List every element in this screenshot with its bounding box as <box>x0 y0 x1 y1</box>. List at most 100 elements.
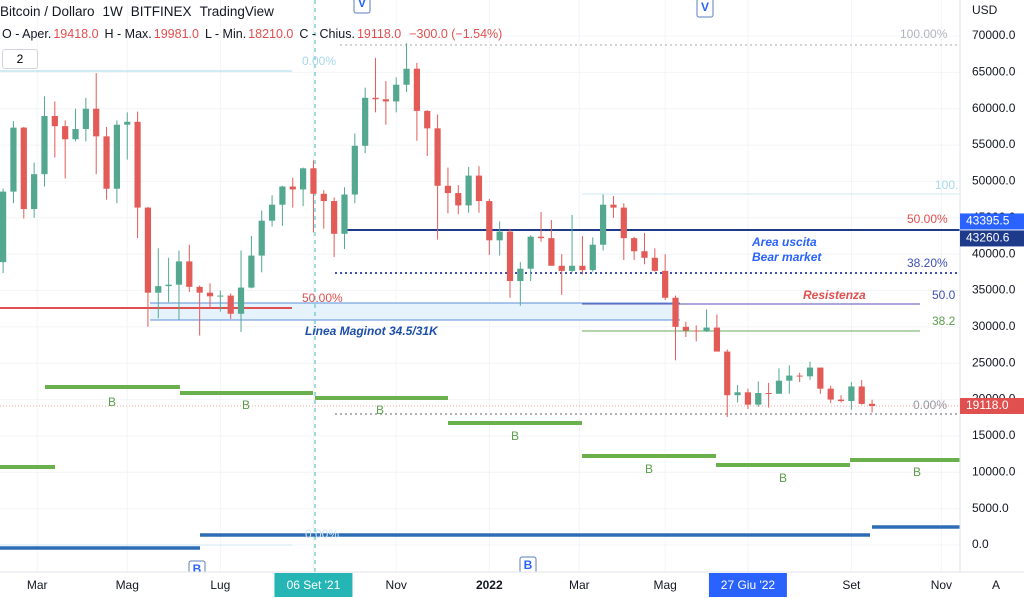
annotation: B <box>524 558 533 572</box>
ohlc-value: −300.0 (−1.54%) <box>409 27 503 41</box>
candle-body <box>0 191 7 263</box>
candle-body <box>237 287 245 314</box>
title-part: BITFINEX <box>130 4 192 19</box>
chart-title: Bitcoin / Dollaro 1W BITFINEX TradingView <box>0 4 282 19</box>
candle-body <box>113 124 120 189</box>
ohlc-name: C - Chius. <box>299 27 355 41</box>
x-tick-highlight <box>274 573 353 597</box>
candle-body <box>620 207 627 239</box>
y-tick-label: 5000.0 <box>972 501 1009 515</box>
x-tick-label: Mar <box>27 578 48 592</box>
y-tick-label: 65000.0 <box>972 65 1016 79</box>
candle-body <box>786 375 793 381</box>
annotation: 100.00% <box>900 27 948 41</box>
candle-body <box>558 265 565 271</box>
interval-button[interactable]: 2 <box>2 49 38 69</box>
ohlc-value: 18210.0 <box>248 27 294 41</box>
x-tick-label: Nov <box>931 578 952 592</box>
candle-body <box>682 326 689 331</box>
x-tick-label: Set <box>842 578 861 592</box>
x-tick-label: 27 Giu '22 <box>721 578 776 592</box>
candle-body <box>310 168 317 194</box>
price-label: 19118.0 <box>966 398 1009 412</box>
candle-body <box>693 330 700 332</box>
annotation: 100. <box>935 178 958 192</box>
ohlc-name: L - Min. <box>204 27 247 41</box>
candle-body <box>93 108 100 137</box>
candle-body <box>527 236 534 269</box>
ohlc-name: O - Aper. <box>2 27 52 41</box>
candle-body <box>424 110 431 129</box>
annotation: 38.20% <box>907 256 948 270</box>
candle-body <box>755 393 762 405</box>
y-tick-label: 60000.0 <box>972 101 1016 115</box>
price-label-bg <box>960 213 1024 230</box>
annotation: Linea Maginot 34.5/31K <box>305 324 439 338</box>
annotation: 50.00% <box>907 212 948 226</box>
title-part: TradingView <box>199 4 274 19</box>
annotation: B <box>779 471 787 485</box>
candle-body <box>496 231 503 241</box>
candle-body <box>734 392 741 396</box>
candle-body <box>548 238 555 266</box>
annotation: B <box>511 429 519 443</box>
candle-body <box>455 193 462 206</box>
candle-body <box>51 115 58 127</box>
annotation: 0.00% <box>302 54 336 68</box>
candle-body <box>320 193 327 202</box>
candle-body <box>403 68 410 85</box>
candle-body <box>413 68 420 111</box>
ohlc-value: 19118.0 <box>356 27 402 41</box>
candle-body <box>703 327 710 332</box>
candle-body <box>217 295 224 297</box>
candle-body <box>62 126 69 140</box>
candle-body <box>651 257 658 271</box>
title-part: 1W <box>102 4 123 19</box>
annotation: B <box>913 465 921 479</box>
candle-body <box>827 388 834 400</box>
candle-body <box>662 270 669 298</box>
candle-body <box>486 201 493 241</box>
candle-body <box>155 286 162 293</box>
price-label: 43260.6 <box>966 231 1010 245</box>
annotation: B <box>108 395 116 409</box>
title-part: Bitcoin / Dollaro <box>0 4 95 19</box>
x-tick-highlight <box>708 573 787 597</box>
candle-body <box>382 99 389 102</box>
candle-body <box>796 375 803 377</box>
candle-body <box>41 115 48 175</box>
annotation: Bear market <box>752 250 822 264</box>
annotation: Resistenza <box>803 288 866 302</box>
annotation: V <box>358 0 366 10</box>
y-tick-label: 0.0 <box>972 537 989 551</box>
candle-body <box>289 186 296 190</box>
candle-body <box>517 268 524 282</box>
candle-body <box>858 386 865 404</box>
candle-body <box>124 121 131 125</box>
candle-body <box>175 261 183 285</box>
x-tick-label: Mag <box>654 578 677 592</box>
annotation: V <box>701 0 709 14</box>
candle-body <box>537 236 545 239</box>
candle-body <box>848 386 855 402</box>
annotation: Area uscita <box>751 235 817 249</box>
candle-body <box>258 220 265 256</box>
annotation: 50.0 <box>932 288 956 302</box>
candle-body <box>186 261 193 287</box>
price-label-bg <box>960 230 1024 247</box>
annotation: A <box>992 578 1000 592</box>
candle-body <box>465 175 472 206</box>
candle-body <box>641 251 648 258</box>
y-tick-label: 50000.0 <box>972 174 1016 188</box>
y-tick-label: 15000.0 <box>972 428 1016 442</box>
x-axis-bg <box>0 572 1024 598</box>
annotation: B <box>193 562 202 576</box>
x-tick-label: 2022 <box>476 578 503 592</box>
y-tick-label: 35000.0 <box>972 283 1016 297</box>
marker-box <box>353 0 371 14</box>
candle-body <box>579 265 586 271</box>
candle-body <box>393 84 400 102</box>
price-label: 43395.5 <box>966 214 1010 228</box>
annotation: 0.00% <box>305 527 339 541</box>
